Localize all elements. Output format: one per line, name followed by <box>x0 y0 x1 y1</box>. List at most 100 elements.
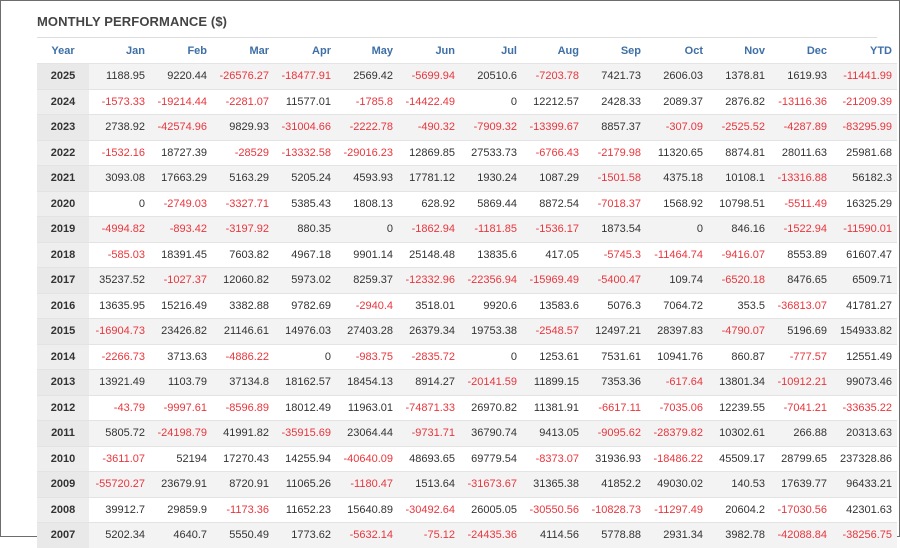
month-cell: -42088.84 <box>770 522 832 548</box>
month-cell: -5400.47 <box>584 267 646 293</box>
month-cell: 8476.65 <box>770 267 832 293</box>
column-header-nov: Nov <box>744 45 765 57</box>
month-cell: -24435.36 <box>460 522 522 548</box>
table-row: 2016 13635.95 15216.49 3382.88 9782.69 -2940.… <box>37 292 897 319</box>
month-cell: -22356.94 <box>460 267 522 293</box>
month-cell: 1773.62 <box>274 522 336 548</box>
panel-title: MONTHLY PERFORMANCE ($) <box>37 14 228 29</box>
month-cell: -31004.66 <box>274 114 336 140</box>
month-cell: 2569.42 <box>336 63 398 89</box>
month-cell: -2749.03 <box>150 190 212 217</box>
month-cell: -13116.36 <box>770 88 832 115</box>
month-cell: 10108.1 <box>708 165 770 191</box>
month-cell: 1513.64 <box>398 471 460 497</box>
month-cell: -7909.32 <box>460 114 522 140</box>
month-cell: -2281.07 <box>212 88 274 115</box>
month-cell: -11464.74 <box>646 241 708 268</box>
month-cell: -10912.21 <box>770 369 832 395</box>
month-cell: -1181.85 <box>460 216 522 242</box>
month-cell: 5205.24 <box>274 165 336 191</box>
month-cell: -13399.67 <box>522 114 584 140</box>
month-cell: 5202.34 <box>89 522 150 548</box>
month-cell: 9920.6 <box>460 292 522 319</box>
month-cell: 41852.2 <box>584 471 646 497</box>
month-cell: -2266.73 <box>89 343 150 370</box>
month-cell: 5805.72 <box>89 420 150 446</box>
month-cell: -983.75 <box>336 343 398 370</box>
year-cell: 2022 <box>37 139 89 166</box>
month-cell: -2940.4 <box>336 292 398 319</box>
month-cell: 353.5 <box>708 292 770 319</box>
month-cell: 3713.63 <box>150 343 212 370</box>
table-header-row: Year Jan Feb Mar Apr May Jun Jul Aug Sep Oct Nov Dec… <box>37 39 897 64</box>
month-cell: 17781.12 <box>398 165 460 191</box>
column-header-sep: Sep <box>620 45 641 57</box>
month-cell: 5385.43 <box>274 190 336 217</box>
year-cell: 2012 <box>37 394 89 421</box>
month-cell: -5699.94 <box>398 63 460 89</box>
column-header-jul: Jul <box>501 45 517 57</box>
year-cell: 2016 <box>37 292 89 319</box>
month-cell: 8857.37 <box>584 114 646 140</box>
month-cell: -1027.37 <box>150 267 212 293</box>
month-cell: 31365.38 <box>522 471 584 497</box>
month-cell: 11963.01 <box>336 394 398 421</box>
month-cell: 0 <box>89 190 150 217</box>
month-cell: 12497.21 <box>584 318 646 344</box>
month-cell: -24198.79 <box>150 420 212 446</box>
month-cell: 26005.05 <box>460 496 522 523</box>
ytd-cell: 154933.82 <box>832 318 897 344</box>
month-cell: 48693.65 <box>398 445 460 472</box>
month-cell: 880.35 <box>274 216 336 242</box>
month-cell: -490.32 <box>398 114 460 140</box>
month-cell: -36813.07 <box>770 292 832 319</box>
ytd-cell: -21209.39 <box>832 88 897 115</box>
month-cell: 26379.34 <box>398 318 460 344</box>
month-cell: 846.16 <box>708 216 770 242</box>
month-cell: -9731.71 <box>398 420 460 446</box>
month-cell: 17270.43 <box>212 445 274 472</box>
year-cell: 2014 <box>37 343 89 370</box>
month-cell: 5869.44 <box>460 190 522 217</box>
month-cell: 4375.18 <box>646 165 708 191</box>
month-cell: -29016.23 <box>336 139 398 166</box>
month-cell: -1522.94 <box>770 216 832 242</box>
month-cell: -1173.36 <box>212 496 274 523</box>
month-cell: -15969.49 <box>522 267 584 293</box>
ytd-cell: 99073.46 <box>832 369 897 395</box>
month-cell: 8720.91 <box>212 471 274 497</box>
month-cell: -19214.44 <box>150 88 212 115</box>
month-cell: -30550.56 <box>522 496 584 523</box>
month-cell: -11297.49 <box>646 496 708 523</box>
month-cell: 18012.49 <box>274 394 336 421</box>
year-cell: 2021 <box>37 165 89 191</box>
column-header-may: May <box>371 45 393 57</box>
month-cell: 8914.27 <box>398 369 460 395</box>
month-cell: 49030.02 <box>646 471 708 497</box>
year-cell: 2010 <box>37 445 89 472</box>
month-cell: 11899.15 <box>522 369 584 395</box>
month-cell: 5076.3 <box>584 292 646 319</box>
year-cell: 2023 <box>37 114 89 140</box>
ytd-cell: 41781.27 <box>832 292 897 319</box>
month-cell: -777.57 <box>770 343 832 370</box>
column-header-aug: Aug <box>557 45 579 57</box>
month-cell: 21146.61 <box>212 318 274 344</box>
month-cell: -40640.09 <box>336 445 398 472</box>
month-cell: 17663.29 <box>150 165 212 191</box>
month-cell: 14255.94 <box>274 445 336 472</box>
month-cell: -26576.27 <box>212 63 274 89</box>
month-cell: -1573.33 <box>89 88 150 115</box>
month-cell: 12869.85 <box>398 139 460 166</box>
ytd-cell: -11441.99 <box>832 63 897 89</box>
table-row: 2012 -43.79 -9997.61 -8596.89 18012.49 11963.… <box>37 394 897 421</box>
month-cell: -31673.67 <box>460 471 522 497</box>
month-cell: 36790.74 <box>460 420 522 446</box>
month-cell: 15640.89 <box>336 496 398 523</box>
month-cell: 8553.89 <box>770 241 832 268</box>
month-cell: -1501.58 <box>584 165 646 191</box>
month-cell: -1862.94 <box>398 216 460 242</box>
table-row: 2021 3093.08 17663.29 5163.29 5205.24 4593.93… <box>37 165 897 191</box>
month-cell: 7353.36 <box>584 369 646 395</box>
month-cell: 9901.14 <box>336 241 398 268</box>
